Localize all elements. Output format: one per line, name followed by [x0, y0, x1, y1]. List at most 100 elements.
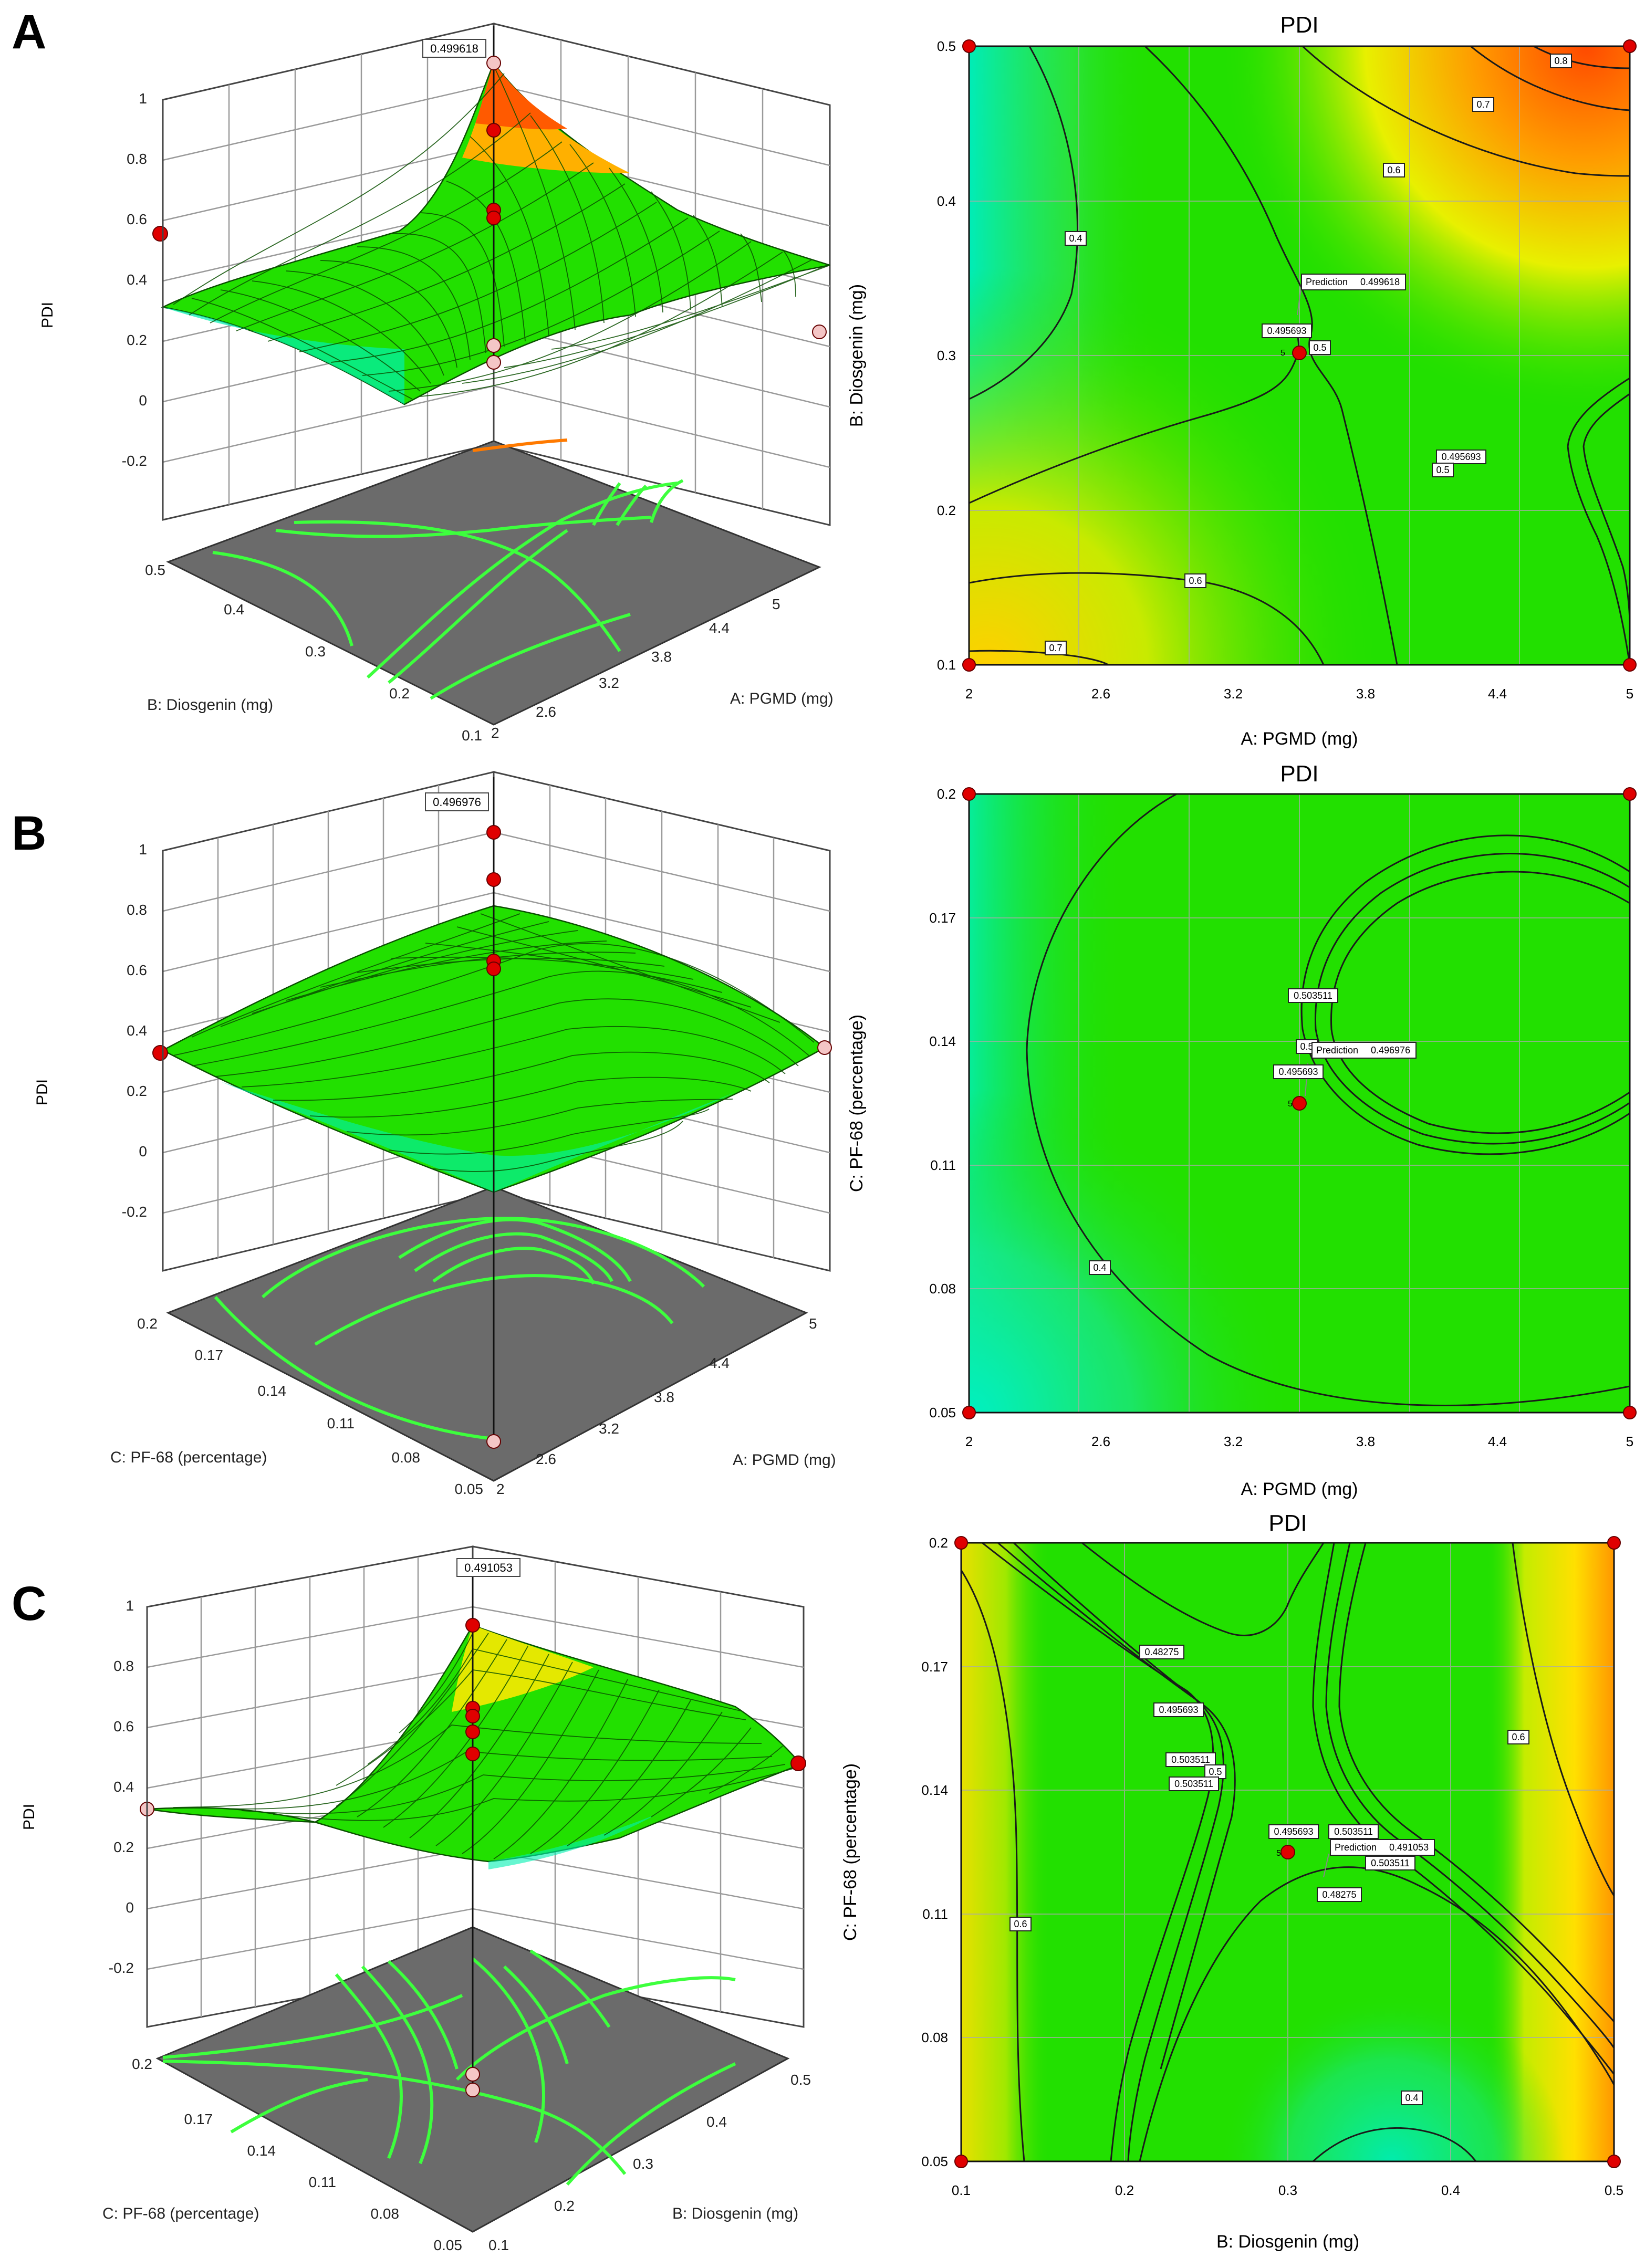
contour-c-xtick: 0.2 — [1115, 2182, 1134, 2198]
contour-a-xtick: 3.2 — [1224, 686, 1243, 702]
surface-a-ztick: 0.2 — [127, 332, 147, 348]
surface-a-ztick: -0.2 — [122, 453, 147, 469]
contour-b-design-point — [962, 787, 976, 801]
surface-a-ytick: 0.3 — [305, 643, 326, 660]
surface-b-xtick: 2 — [496, 1481, 505, 1497]
contour-b-xtick: 2.6 — [1091, 1434, 1110, 1449]
contour-a-xtick: 2 — [965, 686, 973, 702]
contour-b-xtick: 4.4 — [1488, 1434, 1507, 1449]
surface-b-ztick: 1 — [139, 841, 147, 858]
contour-plot-c: 0.48275 0.495693 0.503511 0.5 0.503511 0… — [840, 1510, 1623, 2252]
surface-c-ytick: 0.2 — [132, 2056, 152, 2072]
surface-a-xtick: 4.4 — [709, 620, 730, 636]
contour-b-design-point — [1623, 1406, 1637, 1419]
contour-c-label: 0.6 — [1014, 1919, 1027, 1929]
surface-b-ytick: 0.11 — [327, 1415, 355, 1431]
contour-a-ytick: 0.2 — [937, 503, 956, 518]
surface-c-xtick: 0.3 — [633, 2156, 653, 2172]
contour-c-xtick: 0.5 — [1605, 2182, 1623, 2198]
surface-c-ytick: 0.14 — [247, 2142, 276, 2159]
contour-a-label: 0.495693 — [1267, 326, 1306, 336]
contour-c-xtick: 0.4 — [1441, 2182, 1460, 2198]
surface-plot-a: 0.499618 1 0.8 0.6 0.4 0.2 0 -0.2 PDI 2 … — [39, 23, 834, 744]
contour-a-design-point — [1623, 39, 1637, 53]
surface-b-xtick: 2.6 — [536, 1451, 556, 1467]
contour-a-label: 0.5 — [1313, 342, 1326, 353]
contour-plot-b: 0.4 0.503511 0.5 0.495693 Prediction 0.4… — [847, 761, 1637, 1499]
surface-c-xtick: 0.2 — [554, 2198, 575, 2214]
surface-c-xtick: 0.4 — [706, 2114, 727, 2130]
surface-c-ztick: 0.2 — [113, 1839, 134, 1855]
surface-b-xtick: 3.2 — [599, 1420, 619, 1437]
contour-b-title: PDI — [1280, 761, 1318, 787]
surface-c-peak-flag: 0.491053 — [464, 1561, 513, 1574]
surface-b-ylabel: C: PF-68 (percentage) — [110, 1449, 267, 1466]
contour-a-title: PDI — [1280, 12, 1318, 38]
contour-b-label: 0.5 — [1300, 1041, 1313, 1052]
surface-a-xtick: 3.2 — [599, 675, 619, 691]
surface-b-xtick: 5 — [809, 1315, 817, 1332]
contour-b-ylabel: C: PF-68 (percentage) — [847, 1015, 867, 1192]
contour-a-xtick: 4.4 — [1488, 686, 1507, 702]
surface-a-ytick: 0.4 — [224, 601, 244, 618]
contour-a-label: 0.7 — [1476, 99, 1490, 110]
contour-a-ytick: 0.5 — [937, 38, 956, 54]
contour-c-ytick: 0.17 — [921, 1659, 948, 1675]
panel-c-label: C — [12, 1577, 46, 1631]
contour-c-title: PDI — [1268, 1510, 1307, 1536]
contour-a-design-point — [962, 39, 976, 53]
contour-a-xlabel: A: PGMD (mg) — [1241, 729, 1358, 749]
contour-c-xlabel: B: Diosgenin (mg) — [1216, 2232, 1359, 2252]
surface-b-xtick: 4.4 — [709, 1355, 730, 1371]
contour-a-ytick: 0.3 — [937, 348, 956, 363]
surface-c-ztick: 1 — [126, 1597, 134, 1614]
contour-c-label: 0.495693 — [1274, 1826, 1313, 1837]
contour-a-label: 0.6 — [1387, 165, 1400, 175]
contour-a-xtick: 5 — [1626, 686, 1633, 702]
contour-c-ytick: 0.08 — [921, 2030, 948, 2045]
contour-c-label: 0.48275 — [1144, 1647, 1179, 1657]
surface-c-ztick: -0.2 — [109, 1960, 134, 1976]
surface-c-ztick: 0 — [126, 1899, 134, 1916]
contour-b-design-point — [1292, 1096, 1307, 1111]
contour-c-xtick: 0.1 — [952, 2182, 971, 2198]
surface-a-xtick: 2.6 — [536, 704, 556, 720]
contour-b-prediction-value: 0.496976 — [1371, 1045, 1410, 1055]
contour-c-label: 0.503511 — [1334, 1826, 1373, 1837]
contour-b-ytick: 0.11 — [930, 1157, 956, 1173]
contour-a-design-point — [962, 658, 976, 672]
surface-a-ztick: 1 — [139, 90, 147, 107]
contour-c-label: 0.503511 — [1171, 1754, 1210, 1765]
surface-plot-c: 0.491053 1 0.8 0.6 0.4 0.2 0 -0.2 PDI 0.… — [20, 1545, 811, 2253]
surface-b-ztick: 0.6 — [127, 962, 147, 978]
contour-a-label: 0.495693 — [1441, 452, 1481, 462]
contour-b-design-point — [962, 1406, 976, 1419]
contour-c-ytick: 0.11 — [922, 1906, 948, 1922]
contour-a-label: 0.5 — [1436, 465, 1449, 475]
contour-c-ytick: 0.14 — [921, 1782, 948, 1798]
contour-b-xtick: 3.8 — [1356, 1434, 1375, 1449]
surface-a-ztick: 0.4 — [127, 271, 147, 288]
surface-b-ytick: 0.08 — [392, 1449, 421, 1466]
contour-a-design-point — [1292, 346, 1307, 360]
contour-c-xtick: 0.3 — [1278, 2182, 1297, 2198]
surface-c-ytick: 0.17 — [184, 2111, 213, 2127]
surface-b-xtick: 3.8 — [654, 1389, 674, 1405]
contour-c-label: 0.503511 — [1371, 1858, 1410, 1868]
surface-c-ztick: 0.8 — [113, 1658, 134, 1674]
contour-a-xtick: 2.6 — [1091, 686, 1110, 702]
contour-b-xtick: 5 — [1626, 1434, 1633, 1449]
contour-c-label: 0.4 — [1405, 2093, 1418, 2103]
surface-b-ztick: 0 — [139, 1143, 147, 1159]
surface-c-xtick: 0.5 — [790, 2072, 811, 2088]
surface-c-ytick: 0.05 — [434, 2237, 463, 2253]
surface-a-ztick: 0 — [139, 392, 147, 409]
contour-b-label: 0.503511 — [1294, 990, 1332, 1001]
surface-a-xtick: 5 — [772, 596, 780, 612]
contour-c-label: 0.48275 — [1322, 1889, 1356, 1900]
contour-a-center-runs: 5 — [1280, 349, 1285, 358]
contour-b-xtick: 3.2 — [1224, 1434, 1243, 1449]
contour-a-design-point — [1623, 658, 1637, 672]
contour-a-label: 0.6 — [1189, 576, 1202, 586]
